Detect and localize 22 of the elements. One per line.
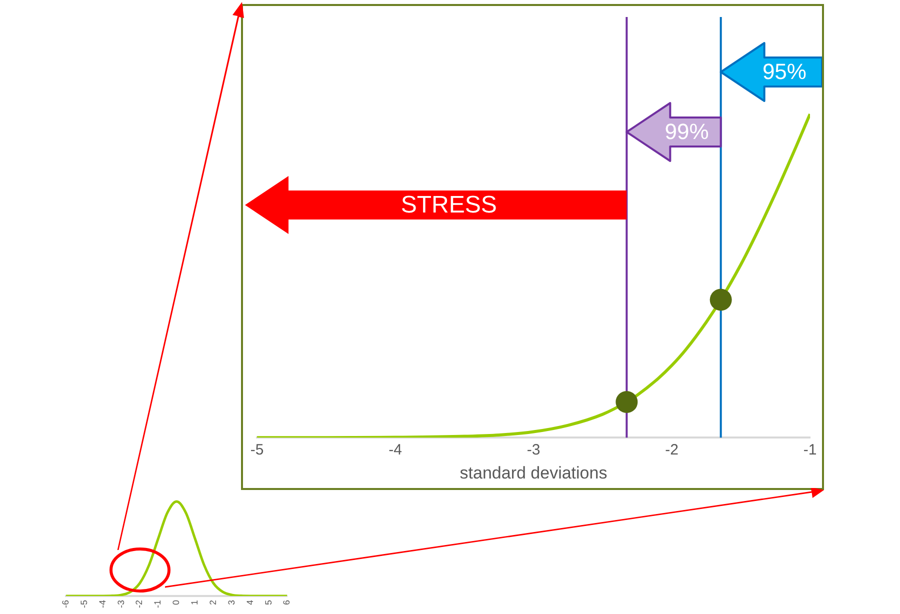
x-tick-label: -3: [526, 442, 540, 459]
x-tick-label: -2: [134, 600, 144, 608]
x-tick-label: 0: [171, 600, 182, 606]
x-tick-label: 2: [208, 600, 218, 606]
annotation: 99%: [664, 119, 709, 144]
x-tick-label: 1: [190, 600, 200, 606]
x-tick-label: 4: [244, 600, 255, 606]
x-tick-label: 6: [282, 600, 292, 606]
x-axis-title: standard deviations: [460, 463, 608, 482]
x-tick-label: -4: [388, 442, 402, 459]
x-tick-label: -2: [665, 442, 678, 459]
x-tick-label: 3: [226, 600, 236, 606]
x-tick-label: 5: [263, 600, 274, 606]
text: 95%: [762, 59, 806, 84]
x-tick-label: -3: [116, 600, 126, 608]
x-tick-label: -6: [60, 600, 70, 608]
x-tick-label: -4: [97, 600, 108, 608]
annotation: STRESS: [400, 192, 497, 219]
x-tick-label: -1: [152, 600, 163, 608]
x-tick-label: -1: [803, 442, 817, 459]
x-tick-label: -5: [250, 442, 264, 459]
x-tick-label: -5: [78, 600, 89, 608]
